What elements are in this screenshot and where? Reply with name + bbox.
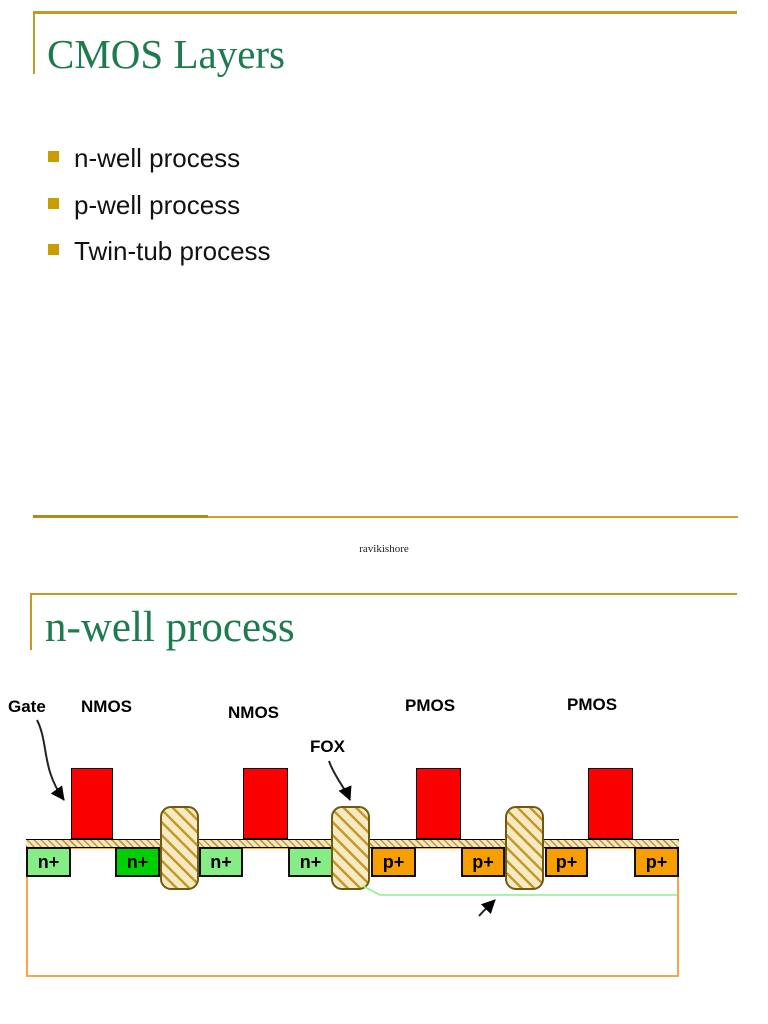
p-plus-region: p+: [634, 847, 679, 877]
slide2-top-rule: [30, 593, 737, 595]
fox-arrow: [328, 760, 352, 801]
slide2-left-rule: [30, 595, 32, 650]
slide1-title: CMOS Layers: [47, 31, 286, 77]
p-plus-region: p+: [371, 847, 416, 877]
bullet-item: p-well process: [48, 189, 240, 221]
pmos-label-2: PMOS: [567, 695, 618, 714]
bullet-text: Twin-tub process: [74, 236, 271, 266]
pmos-label-1: PMOS: [405, 696, 456, 715]
gate-electrode: [71, 768, 113, 839]
bullet-marker: [48, 198, 59, 209]
gate-electrode: [588, 768, 633, 839]
p-plus-region: p+: [461, 847, 505, 877]
bullet-item: Twin-tub process: [48, 235, 271, 267]
bullet-marker: [48, 151, 59, 162]
slide1-top-rule: [33, 11, 737, 14]
footer-author: ravikishore: [359, 543, 409, 555]
gate-arrow: [36, 719, 65, 801]
nmos-label-2: NMOS: [228, 703, 279, 722]
slide1-left-rule: [33, 14, 35, 74]
n-plus-region: n+: [115, 847, 160, 877]
bullet-text: n-well process: [74, 143, 241, 173]
nmos-label-1: NMOS: [81, 697, 132, 716]
footer-rule-right: [208, 516, 738, 518]
slide2-title: n-well process: [45, 604, 295, 651]
gate-electrode: [416, 768, 461, 839]
fox-isolation-block: [160, 806, 199, 890]
footer-rule-left: [33, 515, 208, 518]
n-plus-region: n+: [288, 847, 333, 877]
gate-label: Gate: [8, 697, 46, 716]
p-plus-region: p+: [545, 847, 588, 877]
fox-label: FOX: [310, 737, 345, 756]
bullet-marker: [48, 244, 59, 255]
fox-isolation-block: [331, 806, 370, 890]
bullet-text: p-well process: [74, 190, 241, 220]
gate-electrode: [243, 768, 288, 839]
fox-isolation-block: [505, 806, 544, 890]
bullet-item: n-well process: [48, 142, 240, 174]
n-plus-region: n+: [199, 847, 243, 877]
n-plus-region: n+: [26, 847, 71, 877]
